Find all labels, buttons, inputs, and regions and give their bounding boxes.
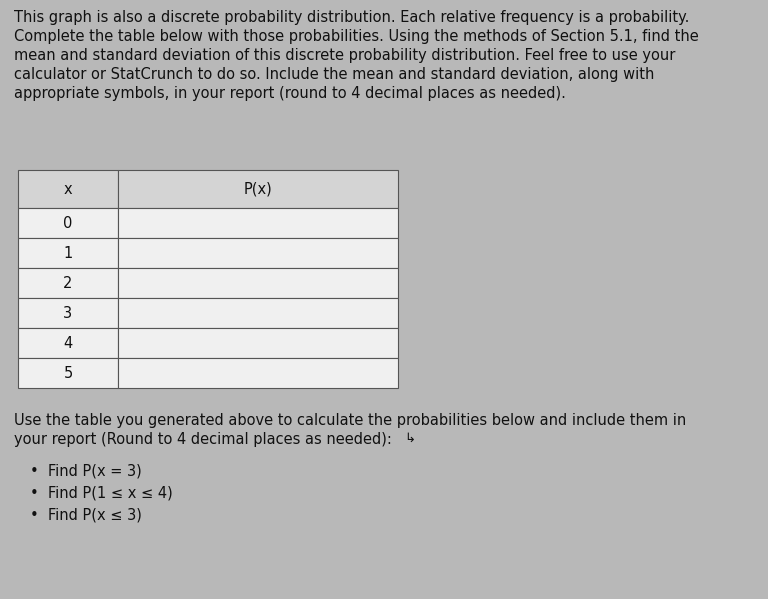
Text: calculator or StatCrunch to do so. Include the mean and standard deviation, alon: calculator or StatCrunch to do so. Inclu…: [14, 67, 654, 82]
Text: This graph is also a discrete probability distribution. Each relative frequency : This graph is also a discrete probabilit…: [14, 10, 690, 25]
Text: appropriate symbols, in your report (round to 4 decimal places as needed).: appropriate symbols, in your report (rou…: [14, 86, 566, 101]
Bar: [18, 298, 118, 328]
Text: Complete the table below with those probabilities. Using the methods of Section : Complete the table below with those prob…: [14, 29, 699, 44]
Bar: [118, 268, 398, 298]
Text: 2: 2: [63, 276, 73, 291]
Text: your report (Round to 4 decimal places as needed):: your report (Round to 4 decimal places a…: [14, 432, 392, 447]
Bar: [18, 358, 118, 388]
Bar: [118, 358, 398, 388]
Text: •  Find P(x ≤ 3): • Find P(x ≤ 3): [30, 507, 142, 522]
Bar: [118, 298, 398, 328]
Text: •  Find P(x = 3): • Find P(x = 3): [30, 463, 142, 478]
Bar: [118, 328, 398, 358]
Text: P(x): P(x): [243, 181, 273, 196]
Bar: [18, 328, 118, 358]
Bar: [18, 268, 118, 298]
Text: 3: 3: [64, 305, 72, 320]
Text: 1: 1: [64, 246, 73, 261]
Bar: [18, 170, 118, 208]
Text: •  Find P(1 ≤ x ≤ 4): • Find P(1 ≤ x ≤ 4): [30, 485, 173, 500]
Text: mean and standard deviation of this discrete probability distribution. Feel free: mean and standard deviation of this disc…: [14, 48, 675, 63]
Text: 0: 0: [63, 216, 73, 231]
Text: x: x: [64, 181, 72, 196]
Bar: [118, 238, 398, 268]
Text: 5: 5: [64, 365, 73, 380]
Text: Use the table you generated above to calculate the probabilities below and inclu: Use the table you generated above to cal…: [14, 413, 687, 428]
Text: ↳: ↳: [404, 432, 415, 445]
Bar: [118, 170, 398, 208]
Text: 4: 4: [64, 335, 73, 350]
Bar: [118, 208, 398, 238]
Bar: [18, 208, 118, 238]
Bar: [18, 238, 118, 268]
